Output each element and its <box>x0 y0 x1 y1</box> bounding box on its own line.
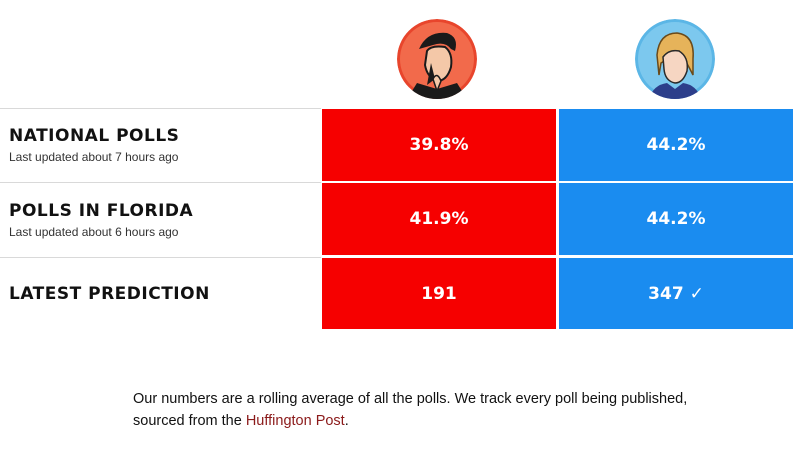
row-updated-national-polls: Last updated about 7 hours ago <box>9 150 179 164</box>
row-divider <box>0 108 321 109</box>
huffington-post-link[interactable]: Huffington Post <box>245 413 345 429</box>
row-divider <box>0 257 321 258</box>
national-polls-blue-value: 44.2% <box>559 109 793 181</box>
florida-polls-red-value: 41.9% <box>322 183 556 255</box>
footnote-period: . <box>344 413 349 429</box>
candidate-portrait-red-icon <box>397 19 477 99</box>
national-polls-red-value: 39.8% <box>322 109 556 181</box>
footnote-text: Our numbers are a rolling average of all… <box>133 391 688 429</box>
florida-polls-blue-value: 44.2% <box>559 183 793 255</box>
prediction-blue-value: 347 ✓ <box>559 258 793 329</box>
methodology-footnote: Our numbers are a rolling average of all… <box>133 388 693 432</box>
candidate-portrait-blue-icon <box>635 19 715 99</box>
row-label-polls-in-florida: Polls in Florida <box>9 201 194 221</box>
prediction-red-value: 191 <box>322 258 556 329</box>
row-divider <box>0 182 321 183</box>
row-label-national-polls: National Polls <box>9 126 180 146</box>
row-label-latest-prediction: Latest Prediction <box>9 284 210 304</box>
row-updated-polls-in-florida: Last updated about 6 hours ago <box>9 225 179 239</box>
